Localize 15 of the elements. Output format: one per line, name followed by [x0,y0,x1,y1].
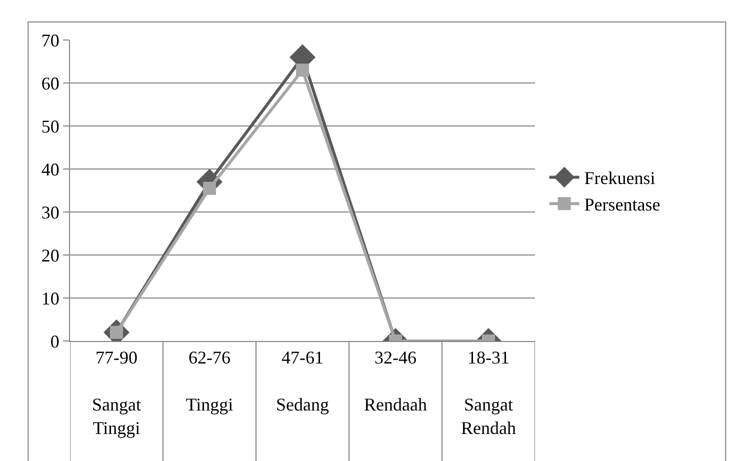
legend-label: Frekuensi [584,168,656,188]
legend-label: Persentase [584,194,660,215]
y-tick-label: 40 [41,159,60,180]
category-label: 62-76 Tinggi [186,348,234,414]
y-tick-label: 10 [41,288,60,308]
y-tick-label: 50 [41,116,60,136]
y-tick-label: 30 [41,202,60,222]
category-label: 18-31 Sangat Rendah [461,348,516,438]
y-tick-label: 0 [50,331,60,352]
category-label: 32-46 Rendaah [364,348,427,414]
category-label: 47-61 Sedang [276,348,329,414]
y-tick-label: 60 [41,73,60,94]
y-tick-label: 70 [41,30,60,50]
y-tick-label: 20 [41,245,60,266]
category-label: 77-90 Sangat Tinggi [92,348,141,438]
